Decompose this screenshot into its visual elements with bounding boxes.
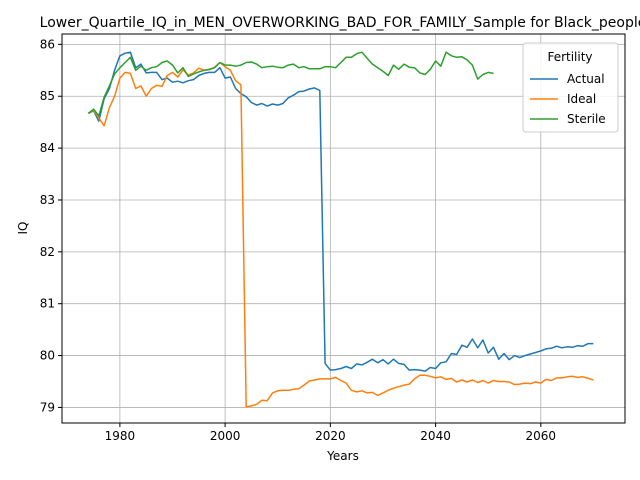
y-tick-label: 84 [40, 141, 55, 155]
x-tick-label: 2060 [526, 429, 557, 443]
legend-box [522, 42, 619, 133]
y-tick-label: 81 [40, 297, 55, 311]
y-tick-label: 85 [40, 89, 55, 103]
legend-items: Actual Ideal Sterile [530, 72, 606, 126]
y-axis-ticks: 79 80 81 82 83 84 85 86 [40, 37, 62, 414]
x-tick-label: 2020 [315, 429, 346, 443]
legend: Fertility Actual Ideal Sterile [522, 42, 619, 133]
chart-title: Lower_Quartile_IQ_in_MEN_OVERWORKING_BAD… [40, 15, 640, 31]
y-tick-label: 83 [40, 193, 55, 207]
y-tick-label: 86 [40, 37, 55, 51]
series-line-actual [87, 51, 594, 372]
x-tick-label: 2040 [420, 429, 451, 443]
legend-label-actual: Actual [567, 72, 605, 86]
x-axis-label: Years [326, 449, 359, 463]
legend-label-sterile: Sterile [567, 112, 606, 126]
legend-title: Fertility [547, 50, 592, 64]
x-axis-ticks: 1980 2000 2020 2040 2060 [105, 423, 556, 443]
series-line-ideal [87, 61, 594, 408]
grid [62, 34, 625, 423]
x-tick-label: 1980 [105, 429, 136, 443]
plot-frame [61, 33, 626, 424]
y-tick-label: 82 [40, 245, 55, 259]
y-axis-label: IQ [16, 222, 30, 235]
series-line-sterile [87, 51, 494, 117]
y-tick-label: 79 [40, 400, 55, 414]
series-lines [87, 51, 594, 408]
y-tick-label: 80 [40, 349, 55, 363]
x-tick-label: 2000 [210, 429, 241, 443]
legend-label-ideal: Ideal [567, 92, 596, 106]
